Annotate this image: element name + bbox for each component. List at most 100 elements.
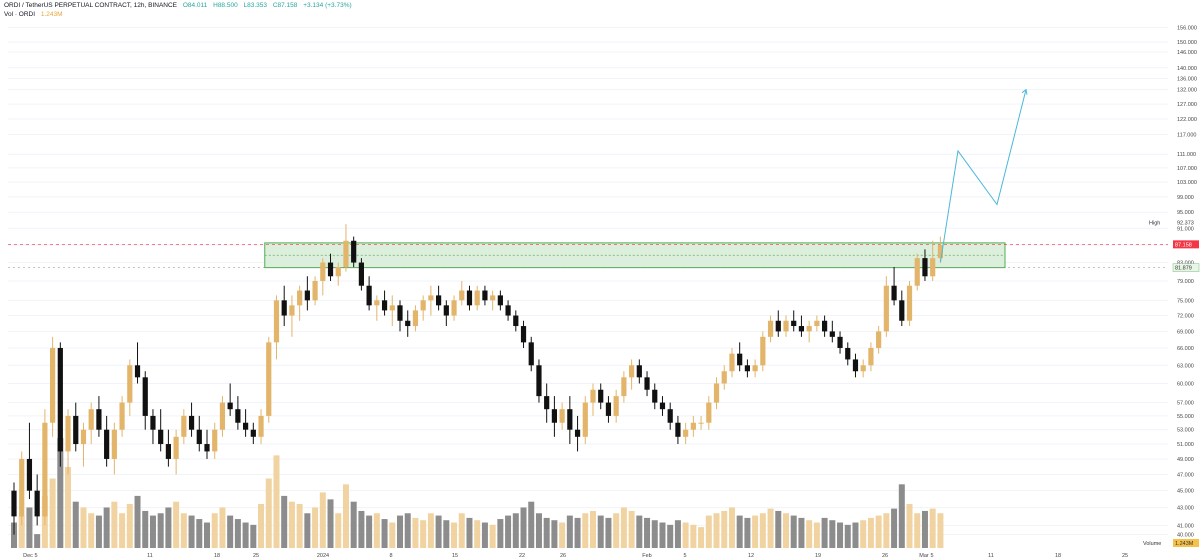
price-tick-label: 47.000 xyxy=(1177,472,1194,478)
candle-body xyxy=(667,409,673,423)
volume-bar xyxy=(728,507,735,548)
symbol-legend: ORDI / TetherUS PERPETUAL CONTRACT, 12h,… xyxy=(4,2,356,10)
volume-bar xyxy=(744,517,751,548)
candle-body xyxy=(196,429,202,445)
volume-bar xyxy=(111,501,118,548)
candle-body xyxy=(806,326,812,332)
volume-bar xyxy=(590,510,596,548)
volume-bar xyxy=(667,524,674,548)
volume-bar xyxy=(644,517,651,548)
candle-body xyxy=(752,365,758,372)
time-tick-label: 11 xyxy=(147,553,153,559)
candle-body xyxy=(713,383,720,403)
candle-body xyxy=(181,415,187,437)
projection-line xyxy=(939,89,1027,263)
time-tick-label: 19 xyxy=(815,553,821,559)
candle-body xyxy=(320,262,326,281)
candle-body xyxy=(721,371,727,384)
volume-bar xyxy=(173,501,180,548)
volume-bar xyxy=(497,519,504,548)
price-tick-label: 117.000 xyxy=(1177,133,1196,139)
candle-body xyxy=(767,320,774,337)
time-tick-label: 5 xyxy=(683,553,686,559)
volume-bar xyxy=(327,499,334,548)
volume-bar xyxy=(821,517,828,548)
candle-body xyxy=(551,409,557,423)
candle-body xyxy=(227,402,233,410)
candle-body xyxy=(235,409,241,423)
volume-bar xyxy=(435,515,442,548)
volume-bar xyxy=(188,515,195,548)
candle-body xyxy=(142,377,148,416)
price-axis: 156.000 150.000 146.000 140.000 136.000 132.0… xyxy=(1143,0,1200,559)
candle-body xyxy=(536,365,542,397)
volume-bar xyxy=(103,507,110,548)
price-tick-label: 150.000 xyxy=(1177,40,1197,46)
volume-bar xyxy=(705,515,712,548)
high-tag: High xyxy=(1149,221,1160,227)
candle-body xyxy=(605,402,612,416)
volume-bar xyxy=(80,507,87,548)
volume-bar xyxy=(489,524,496,548)
candle-body xyxy=(243,422,249,430)
candle-body xyxy=(906,285,913,321)
price-tick-label: 57.000 xyxy=(1177,401,1194,407)
candle-body xyxy=(96,409,102,430)
candle-body xyxy=(783,320,789,332)
volume-bar xyxy=(736,515,743,548)
volume-bar xyxy=(798,517,805,548)
candle-body xyxy=(683,429,689,437)
volume-bar xyxy=(636,515,643,548)
price-tick-label: 66.000 xyxy=(1177,346,1194,352)
candle-body xyxy=(397,305,403,321)
time-tick-label: 25 xyxy=(1122,553,1128,559)
volume-bar xyxy=(867,517,874,548)
volume-bar xyxy=(605,517,612,548)
price-tick-label: 63.000 xyxy=(1177,363,1194,369)
candle-body xyxy=(389,305,395,311)
candle-body xyxy=(57,347,63,452)
volume-bar xyxy=(11,522,17,548)
candle-body xyxy=(165,444,171,459)
volume-legend-label: Vol · ORDI xyxy=(4,11,36,18)
time-axis-bg xyxy=(0,549,1170,559)
candle-body xyxy=(381,300,388,311)
candle-body xyxy=(26,458,33,491)
candle-body xyxy=(698,422,704,424)
volume-bar xyxy=(134,495,141,548)
price-tick-label: 107.000 xyxy=(1177,166,1197,172)
price-tick-label: 95.000 xyxy=(1177,210,1194,216)
candle-body xyxy=(636,365,642,378)
candle-body xyxy=(544,396,550,410)
candle-body xyxy=(443,305,449,316)
time-tick-label: 11 xyxy=(988,553,994,559)
candle-body xyxy=(459,290,465,301)
candle-body xyxy=(760,336,766,366)
candle-body xyxy=(405,320,411,327)
candle-body xyxy=(837,336,843,348)
change-value: +3.134 (+3.73%) xyxy=(303,2,352,9)
volume-bar xyxy=(26,507,33,548)
candle-body xyxy=(914,258,920,286)
low-value: L83.353 xyxy=(243,2,268,9)
candle-body xyxy=(358,262,364,286)
volume-bar xyxy=(891,508,898,548)
volume-bar xyxy=(597,515,604,548)
candle-body xyxy=(798,326,805,332)
candle-body xyxy=(436,295,442,306)
volume-bar xyxy=(57,438,64,548)
symbol-title: ORDI / TetherUS PERPETUAL CONTRACT, 12h,… xyxy=(4,2,178,9)
candle-body xyxy=(374,300,380,306)
zone-low-label: 81.879 xyxy=(1175,266,1192,272)
volume-bar xyxy=(234,519,241,548)
volume-bar xyxy=(852,522,859,548)
candle-body xyxy=(883,285,889,332)
price-tick-label: 72.000 xyxy=(1177,314,1194,320)
volume-bar xyxy=(682,522,689,548)
volume-bar xyxy=(389,522,396,548)
candle-body xyxy=(34,490,40,517)
volume-bar xyxy=(767,508,774,548)
volume-bar xyxy=(582,513,589,548)
